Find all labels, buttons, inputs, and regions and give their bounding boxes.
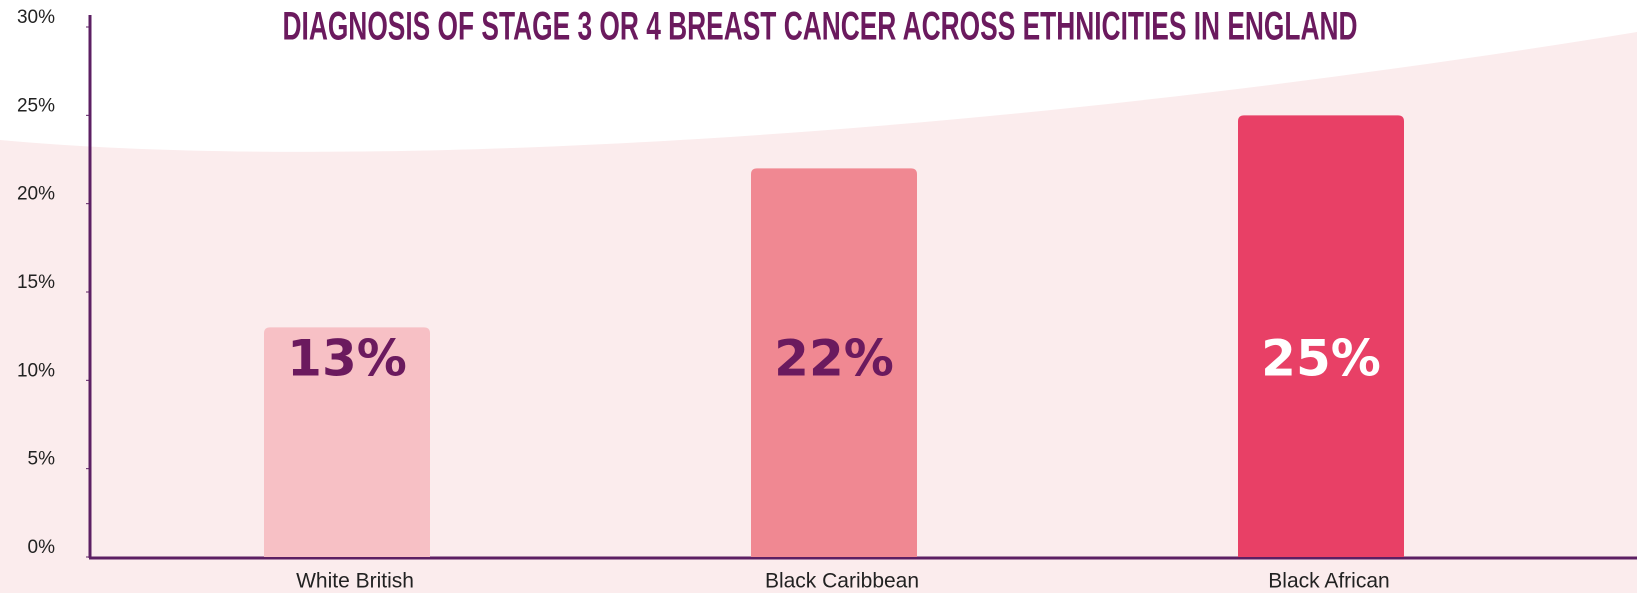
y-tick-label: 20% [17, 184, 55, 205]
x-tick-label: Black Caribbean [765, 570, 919, 593]
data-label: 25% [1261, 330, 1381, 388]
bar [264, 327, 430, 557]
chart-title: DIAGNOSIS OF STAGE 3 OR 4 BREAST CANCER … [283, 5, 1358, 49]
y-tick-label: 25% [17, 95, 55, 116]
bar [1238, 115, 1404, 557]
data-label: 13% [287, 330, 407, 388]
x-tick-label: White British [296, 570, 414, 593]
bar [751, 168, 917, 558]
x-tick-label: Black African [1268, 570, 1389, 593]
y-tick-label: 10% [17, 360, 55, 381]
y-tick-label: 30% [17, 7, 55, 28]
y-tick-label: 5% [28, 449, 56, 470]
data-label: 22% [774, 330, 894, 388]
y-tick-label: 15% [17, 272, 55, 293]
y-tick-label: 0% [28, 537, 56, 558]
